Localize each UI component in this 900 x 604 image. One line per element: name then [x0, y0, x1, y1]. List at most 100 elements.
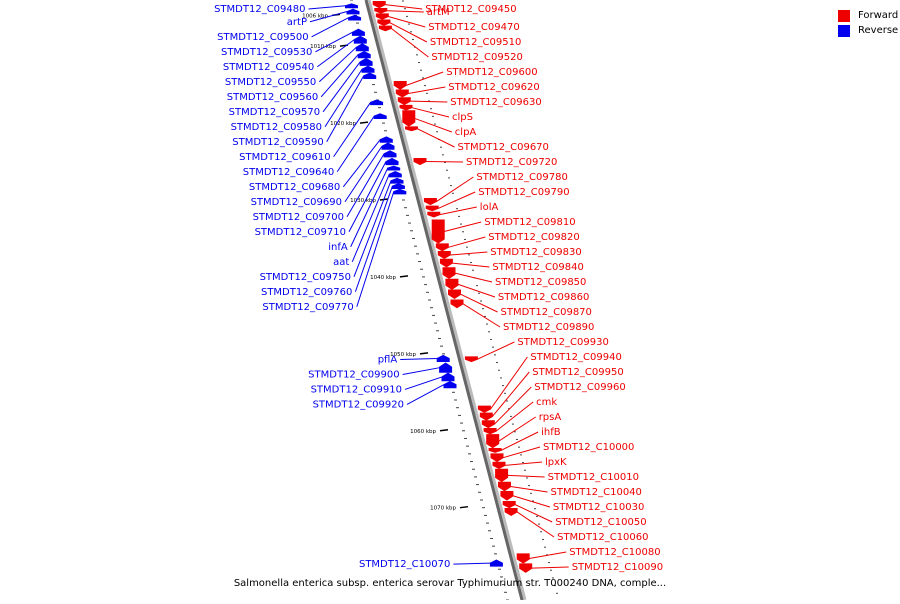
gene-arrow [389, 172, 401, 177]
gene-arrow [375, 8, 387, 13]
gene-leader-line [403, 368, 440, 375]
gene-label: STMDT12_C09520 [431, 52, 522, 63]
gene-arrow [371, 100, 383, 105]
reverse-gene: STMDT12_C10070 [359, 559, 502, 570]
gene-label: aat [333, 257, 349, 268]
gene-label: STMDT12_C09540 [223, 62, 314, 73]
gene-leader-line [309, 6, 346, 9]
gene-label: STMDT12_C09940 [530, 352, 621, 363]
gene-label: STMDT12_C09700 [253, 212, 344, 223]
gene-arrow [446, 279, 458, 289]
gene-label: STMDT12_C10080 [569, 547, 660, 558]
gene-leader-line [499, 417, 536, 441]
gene-arrow [491, 454, 503, 462]
gene-arrow [444, 382, 456, 388]
forward-gene: STMDT12_C09830 [438, 247, 581, 258]
gene-leader-line [312, 18, 349, 37]
gene-arrow [487, 435, 499, 448]
reverse-swatch [838, 25, 850, 37]
gene-arrow [442, 373, 454, 381]
gene-leader-line [455, 273, 492, 282]
gene-label: STMDT12_C09950 [532, 367, 623, 378]
gene-label: STMDT12_C09930 [517, 337, 608, 348]
gene-arrow [373, 2, 385, 8]
gene-leader-line [319, 47, 356, 81]
gene-arrow [520, 564, 532, 572]
forward-gene: STMDT12_C09840 [440, 259, 583, 273]
gene-arrow [482, 421, 494, 428]
gene-leader-line [357, 192, 394, 307]
gene-label: STMDT12_C09790 [478, 187, 569, 198]
forward-gene: lolA [428, 202, 499, 217]
legend-forward: Forward [838, 8, 898, 23]
forward-gene: lpxK [493, 457, 567, 468]
gene-label: STMDT12_C09850 [495, 277, 586, 288]
gene-arrow [392, 184, 404, 189]
gene-label: STMDT12_C09720 [466, 157, 557, 168]
gene-label: STMDT12_C09630 [450, 97, 541, 108]
gene-arrow [358, 52, 370, 58]
gene-leader-line [532, 567, 569, 568]
gene-arrow [349, 15, 361, 20]
gene-arrow [505, 508, 517, 515]
gene-arrow [400, 105, 412, 110]
forward-gene: STMDT12_C09670 [406, 127, 549, 153]
gene-leader-line [406, 72, 443, 85]
gene-leader-line [458, 284, 495, 297]
gene-arrow [346, 4, 358, 8]
gene-label: STMDT12_C10030 [553, 502, 644, 513]
gene-leader-line [405, 377, 442, 390]
gene-leader-line [347, 154, 384, 217]
gene-label: STMDT12_C09470 [428, 22, 519, 33]
gene-leader-line [503, 447, 540, 458]
gene-arrow [426, 206, 438, 211]
gene-label: ihfB [541, 427, 561, 438]
gene-label: artM [427, 7, 450, 18]
gene-leader-line [388, 17, 425, 27]
gene-leader-line [408, 87, 445, 93]
gene-label: STMDT12_C09690 [251, 197, 342, 208]
forward-gene: STMDT12_C10090 [520, 562, 663, 573]
gene-leader-line [323, 62, 360, 112]
gene-arrow [499, 482, 511, 490]
gene-arrow [347, 9, 359, 14]
reverse-gene: infA [328, 166, 399, 253]
gene-label: STMDT12_C09920 [313, 399, 404, 410]
gene-leader-line [400, 358, 437, 359]
gene-leader-line [387, 11, 424, 12]
gene-arrow [356, 44, 368, 51]
gene-arrow [496, 469, 508, 481]
gene-label: STMDT12_C09500 [217, 32, 308, 43]
gene-leader-line [343, 140, 380, 187]
gene-leader-line [452, 263, 489, 267]
gene-label: STMDT12_C09550 [225, 77, 316, 88]
axis-tick [400, 276, 408, 277]
axis-tick [420, 353, 428, 354]
gene-arrow [362, 66, 374, 72]
gene-label: STMDT12_C10010 [548, 472, 639, 483]
gene-label: STMDT12_C09770 [262, 302, 353, 313]
gene-label: STMDT12_C09670 [458, 142, 549, 153]
gene-leader-line [436, 177, 473, 202]
reverse-gene: STMDT12_C09480 [214, 4, 357, 15]
gene-label: STMDT12_C09820 [488, 232, 579, 243]
gene-label: STMDT12_C09530 [221, 47, 312, 58]
gene-arrow [440, 363, 452, 372]
gene-label: rpsA [539, 412, 562, 423]
gene-label: pflA [378, 354, 398, 365]
gene-label: STMDT12_C09910 [311, 384, 402, 395]
gene-label: STMDT12_C10050 [555, 517, 646, 528]
gene-arrow [378, 20, 390, 25]
gene-arrow [480, 413, 492, 420]
gene-label: artP [287, 17, 307, 28]
gene-leader-line [325, 69, 362, 127]
gene-arrow [398, 98, 410, 105]
gene-label: STMDT12_C09680 [249, 182, 340, 193]
forward-gene: STMDT12_C10080 [517, 547, 660, 563]
gene-arrow [384, 151, 396, 157]
gene-arrow [432, 220, 444, 243]
gene-label: STMDT12_C10000 [543, 442, 634, 453]
axis-tick [360, 122, 368, 123]
gene-arrow [376, 14, 388, 19]
